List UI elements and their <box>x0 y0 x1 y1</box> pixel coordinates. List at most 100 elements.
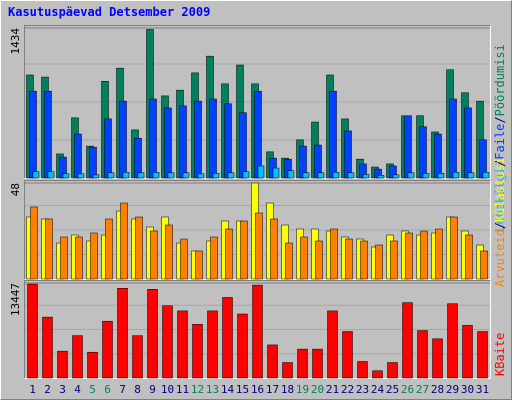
bar <box>329 90 337 179</box>
bar <box>75 236 83 280</box>
bar <box>137 172 145 179</box>
legend-separator: / <box>493 222 507 229</box>
bar <box>255 212 263 280</box>
legend: KBaite <box>493 333 507 376</box>
x-tick-label: 24 <box>371 383 385 396</box>
x-tick-label: 6 <box>104 383 111 396</box>
bar <box>452 171 460 179</box>
bar <box>432 338 443 379</box>
bar <box>377 175 385 179</box>
x-tick-label: 14 <box>221 383 235 396</box>
bar <box>92 174 100 179</box>
legend-entry: Arvuteid <box>493 229 507 287</box>
bar <box>44 90 52 179</box>
bar <box>342 331 353 379</box>
y-tick-label: 13447 <box>9 283 22 316</box>
bar <box>257 165 265 179</box>
bar <box>225 228 233 280</box>
bar <box>212 173 220 179</box>
bar <box>404 115 412 179</box>
bar <box>90 232 98 280</box>
panel-bevel-dark <box>24 25 491 179</box>
bar <box>105 218 113 280</box>
bar <box>147 289 158 379</box>
bar <box>107 172 115 179</box>
bar <box>450 216 458 280</box>
bar <box>480 250 488 280</box>
y-tick-label: 1434 <box>9 28 22 55</box>
legend: Lehekülgi/Faile/Pöördumisi <box>493 44 507 232</box>
bar <box>182 172 190 179</box>
bar <box>417 330 428 379</box>
bar <box>267 344 278 379</box>
bar <box>62 173 70 179</box>
bar <box>209 98 217 179</box>
panel-bevel-light <box>24 180 491 280</box>
bar <box>165 224 173 280</box>
bar <box>47 171 55 179</box>
bar <box>357 361 368 379</box>
bar <box>57 350 68 379</box>
bar <box>30 206 38 280</box>
bar <box>287 170 295 179</box>
x-tick-label: 16 <box>251 383 264 396</box>
bar <box>330 228 338 280</box>
bar <box>102 320 113 379</box>
bar <box>239 112 247 179</box>
bar <box>407 172 415 179</box>
bar <box>122 171 130 179</box>
bar <box>254 90 262 179</box>
bar <box>477 331 488 379</box>
bar <box>360 240 368 280</box>
bar <box>120 202 128 280</box>
legend-entry: Külastusi <box>493 157 507 222</box>
x-tick-label: 18 <box>281 383 294 396</box>
bar <box>197 173 205 179</box>
bar <box>210 236 218 280</box>
bar <box>177 310 188 379</box>
bar <box>272 167 280 179</box>
bar <box>87 351 98 379</box>
bar <box>315 240 323 280</box>
bar <box>465 234 473 280</box>
x-tick-label: 20 <box>311 383 324 396</box>
bar <box>405 232 413 280</box>
x-tick-label: 2 <box>44 383 51 396</box>
bar <box>344 130 352 179</box>
bar <box>419 126 427 179</box>
x-tick-label: 30 <box>461 383 474 396</box>
y-tick-label: 48 <box>9 183 22 196</box>
x-tick-label: 9 <box>149 383 156 396</box>
bar <box>45 218 53 280</box>
bar <box>237 313 248 379</box>
bar <box>435 228 443 280</box>
bar <box>464 107 472 179</box>
bar <box>302 172 310 179</box>
bar <box>375 244 383 280</box>
bar <box>167 172 175 179</box>
x-tick-label: 23 <box>356 383 369 396</box>
chart-title: Kasutuspäevad Detsember 2009 <box>8 5 210 19</box>
bar <box>224 103 232 179</box>
bar <box>179 105 187 179</box>
bar <box>297 348 308 379</box>
x-tick-label: 1 <box>29 383 36 396</box>
legend-entry: Faile <box>493 124 507 160</box>
bar <box>60 236 68 280</box>
bar <box>227 172 235 179</box>
panel-bevel-light <box>24 280 491 379</box>
bar <box>447 303 458 379</box>
legend: Arvuteid/Külastusi <box>493 157 507 287</box>
bar <box>132 335 143 379</box>
bar <box>152 171 160 179</box>
bar <box>207 310 218 379</box>
bar <box>347 172 355 179</box>
bar <box>300 236 308 280</box>
bar <box>402 302 413 379</box>
bar <box>392 174 400 179</box>
x-tick-label: 17 <box>266 383 279 396</box>
bar <box>42 316 53 379</box>
